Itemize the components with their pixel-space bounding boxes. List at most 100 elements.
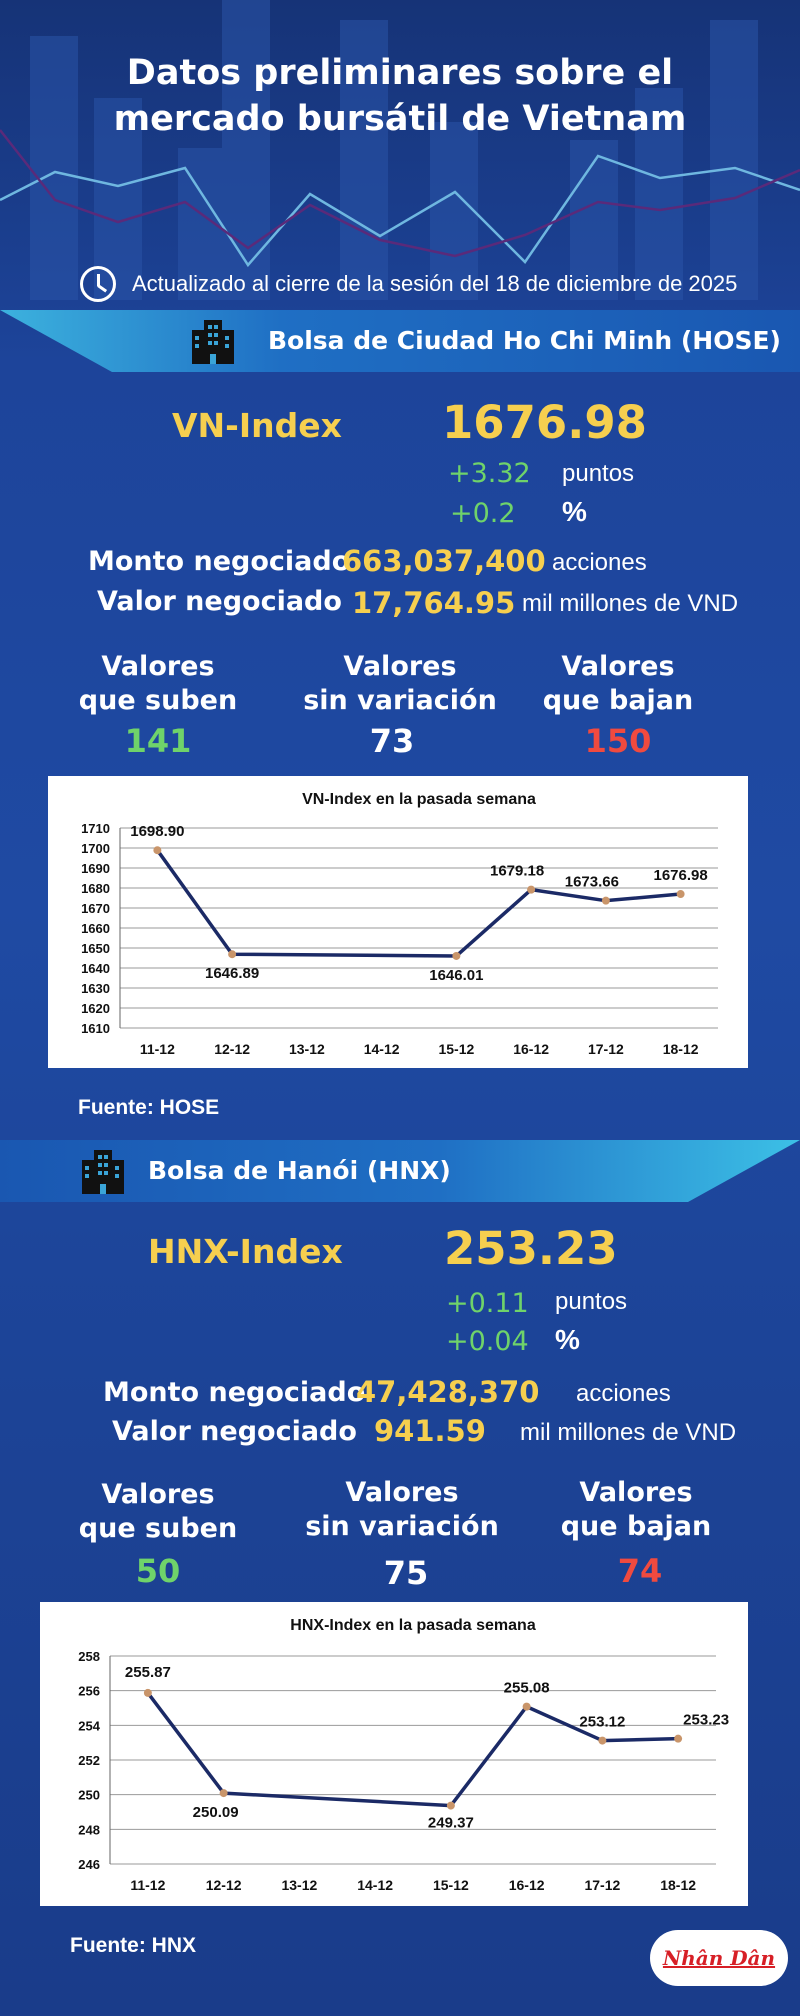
data-point — [219, 1789, 228, 1798]
data-point — [522, 1702, 531, 1711]
hnx-index-name: HNX-Index — [148, 1232, 343, 1271]
y-tick-label: 1610 — [81, 1021, 110, 1036]
vn-index-name: VN-Index — [172, 406, 342, 445]
x-tick-label: 15-12 — [433, 1877, 469, 1893]
data-label: 1646.01 — [429, 967, 483, 984]
data-label: 1676.98 — [654, 867, 708, 884]
x-tick-label: 13-12 — [281, 1877, 317, 1893]
data-label: 1673.66 — [565, 874, 619, 891]
data-label: 1679.18 — [490, 863, 544, 880]
data-point — [527, 885, 536, 894]
building-icon — [82, 1150, 124, 1194]
hose-down-count: 150 — [584, 722, 652, 760]
x-tick-label: 11-12 — [130, 1877, 165, 1893]
hose-value-value: 17,764.95 — [352, 586, 516, 620]
hnx-down-count: 74 — [617, 1552, 663, 1590]
vn-index-chart: VN-Index en la pasada semana 1610 1620 1630… — [48, 776, 748, 1068]
update-timestamp: Actualizado al cierre de la sesión del 1… — [80, 266, 737, 302]
hose-up-label: Valores que suben — [78, 651, 238, 716]
data-point — [452, 951, 461, 960]
vn-index-value: 1676.98 — [442, 396, 647, 449]
vn-index-chart-svg: VN-Index en la pasada semana 1610 1620 1630… — [81, 791, 718, 1057]
hnx-volume-unit: acciones — [576, 1380, 671, 1407]
y-tick-label: 1630 — [81, 981, 110, 996]
hnx-volume-label: Monto negociado — [103, 1377, 366, 1408]
hnx-value-unit: mil millones de VND — [520, 1419, 737, 1446]
hose-source: Fuente: HOSE — [78, 1096, 220, 1119]
data-point — [674, 1734, 683, 1743]
data-point — [228, 950, 237, 959]
hnx-flat-label: Valores sin variación — [305, 1477, 499, 1542]
hose-banner: Bolsa de Ciudad Ho Chi Minh (HOSE) — [0, 310, 800, 372]
y-tick-label: 246 — [78, 1857, 100, 1872]
data-point — [143, 1688, 152, 1697]
hnx-banner: Bolsa de Hanói (HNX) — [0, 1140, 800, 1202]
y-tick-label: 1690 — [81, 861, 110, 876]
y-tick-label: 254 — [78, 1718, 100, 1733]
y-tick-label: 256 — [78, 1684, 100, 1699]
y-tick-label: 1650 — [81, 941, 110, 956]
hnx-index-chart: HNX-Index en la pasada semana 246 248 250 25… — [40, 1602, 748, 1906]
x-tick-label: 13-12 — [289, 1041, 325, 1057]
data-label: 255.87 — [125, 1664, 171, 1681]
hose-value-unit: mil millones de VND — [522, 590, 739, 617]
y-tick-label: 1710 — [81, 821, 110, 836]
x-tick-label: 17-12 — [588, 1041, 624, 1057]
series-line — [146, 1691, 679, 1808]
x-tick-label: 17-12 — [584, 1877, 620, 1893]
hnx-banner-title: Bolsa de Hanói (HNX) — [148, 1156, 451, 1185]
data-label: 253.23 — [683, 1712, 729, 1729]
y-tick-label: 248 — [78, 1822, 100, 1837]
hnx-source: Fuente: HNX — [70, 1934, 196, 1957]
hose-banner-title: Bolsa de Ciudad Ho Chi Minh (HOSE) — [268, 326, 781, 355]
hnx-index-change-points: +0.11 — [446, 1288, 529, 1319]
y-tick-label: 252 — [78, 1753, 100, 1768]
clock-icon — [80, 266, 116, 302]
x-tick-label: 15-12 — [438, 1041, 474, 1057]
series-line — [155, 849, 681, 958]
x-tick-label: 16-12 — [513, 1041, 549, 1057]
data-label: 1646.89 — [205, 965, 259, 982]
y-tick-label: 1670 — [81, 901, 110, 916]
x-tick-label: 14-12 — [364, 1041, 400, 1057]
chart-title: HNX-Index en la pasada semana — [290, 1617, 536, 1634]
data-label: 249.37 — [428, 1815, 474, 1832]
points-label: puntos — [555, 1288, 628, 1315]
hose-up-count: 141 — [124, 722, 192, 760]
x-tick-label: 18-12 — [660, 1877, 696, 1893]
y-tick-label: 1620 — [81, 1001, 110, 1016]
data-point — [446, 1801, 455, 1810]
hose-down-label: Valores que bajan — [542, 651, 694, 716]
hose-volume-label: Monto negociado — [88, 546, 351, 577]
hose-volume-unit: acciones — [552, 549, 647, 576]
data-label: 255.08 — [504, 1680, 550, 1697]
y-tick-label: 1660 — [81, 921, 110, 936]
data-point — [601, 896, 610, 905]
hose-value-label: Valor negociado — [97, 586, 342, 617]
y-tick-label: 1640 — [81, 961, 110, 976]
logo-text: Nhân Dân — [662, 1946, 776, 1970]
points-label: puntos — [562, 460, 635, 487]
vn-index-change-pct: +0.2 — [450, 498, 516, 529]
x-tick-label: 16-12 — [509, 1877, 545, 1893]
hnx-volume-value: 47,428,370 — [356, 1375, 540, 1409]
hnx-flat-count: 75 — [383, 1554, 429, 1592]
data-label: 250.09 — [193, 1804, 239, 1821]
header-background-art — [0, 0, 800, 300]
hnx-index-value: 253.23 — [444, 1222, 618, 1275]
x-tick-label: 18-12 — [663, 1041, 699, 1057]
nhan-dan-logo: Nhân Dân — [650, 1930, 788, 1986]
y-tick-label: 1700 — [81, 841, 110, 856]
hose-volume-value: 663,037,400 — [342, 544, 546, 578]
x-tick-label: 14-12 — [357, 1877, 393, 1893]
update-text: Actualizado al cierre de la sesión del 1… — [132, 271, 738, 296]
y-tick-label: 1680 — [81, 881, 110, 896]
pct-label: % — [555, 1324, 580, 1355]
hnx-index-change-pct: +0.04 — [446, 1326, 529, 1357]
pct-label: % — [562, 496, 587, 527]
hose-flat-count: 73 — [369, 722, 415, 760]
hnx-up-label: Valores que suben — [78, 1479, 238, 1544]
y-tick-label: 250 — [78, 1788, 100, 1803]
data-point — [676, 890, 685, 899]
